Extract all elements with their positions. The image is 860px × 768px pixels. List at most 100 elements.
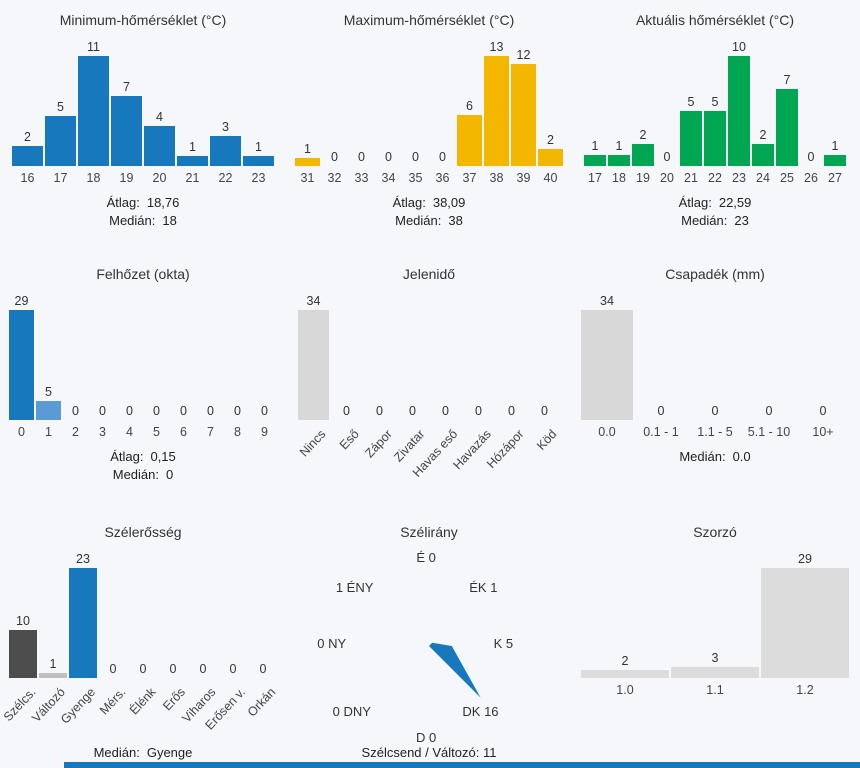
stat-label: Átlag: (678, 195, 712, 210)
x-tick-label: 3 (99, 425, 106, 439)
bar-slot: 0 (129, 661, 157, 679)
bar-slot: 0 (430, 404, 461, 421)
x-tick-label: Havas eső (410, 427, 461, 480)
bar-slot: 0 (159, 662, 187, 679)
bar-slot: 2 (632, 128, 654, 166)
bar (584, 155, 606, 166)
chart-title: Szélerősség (104, 524, 182, 540)
bar-slot: 6 (457, 99, 482, 166)
bar-slot: 0 (496, 404, 527, 421)
bar-value-label: 0 (439, 149, 446, 164)
bar-slot: 0 (463, 404, 494, 421)
stat-value: 0,15 (150, 449, 176, 464)
bar-value-label: 0 (139, 661, 147, 676)
bar (752, 144, 774, 166)
bar-slot: 0 (63, 404, 88, 421)
bar-slot: 2 (538, 133, 563, 166)
stat-value: Gyenge (146, 745, 193, 760)
bar-value-label: 34 (306, 293, 321, 308)
bar-value-label: 5 (45, 384, 52, 399)
bar-slot: 0 (249, 662, 277, 679)
bar (9, 630, 37, 678)
chart-title: Aktuális hőmérséklet (°C) (635, 12, 795, 28)
bar-value-label: 1 (49, 656, 57, 671)
x-tick-label: 40 (543, 171, 558, 185)
bar-value-label: 0 (109, 661, 117, 676)
bar-slot: 0 (743, 404, 795, 421)
bar-slot: 0 (189, 662, 217, 679)
chart-stats: Átlag: 0,15 Medián: 0 (110, 446, 176, 485)
bar-value-label: 0 (234, 403, 241, 418)
chart-wind-direction: Szélirány É 0 ÉK 1 K 5 DK 16 D 0 0 DNY 0 NY 1 É… (286, 512, 572, 768)
x-tick-label: 35 (408, 171, 423, 185)
x-tick-label: 19 (119, 171, 134, 185)
bar-value-label: 5 (711, 94, 719, 109)
x-tick-label: 17 (588, 171, 602, 185)
wind-direction-label: ÉK 1 (469, 580, 498, 595)
bar-slot: 0 (144, 404, 169, 421)
stat-value: 18,76 (146, 195, 180, 210)
x-tick-label: 23 (251, 171, 266, 185)
x-tick-label: 36 (435, 171, 450, 185)
bar-slot: 1 (584, 138, 606, 166)
x-tick-label: 0.1 - 1 (643, 425, 679, 439)
bar (761, 568, 849, 678)
x-tick-label: 0.0 (598, 425, 616, 439)
bar (45, 116, 76, 166)
bar-slot: 4 (144, 110, 175, 166)
bar-value-label: 1 (591, 138, 599, 153)
x-tick-label: 6 (180, 425, 187, 439)
bar-value-label: 0 (711, 403, 719, 418)
bar-value-label: 2 (621, 653, 629, 668)
bar-value-label: 2 (759, 127, 767, 142)
bar-value-label: 0 (331, 149, 338, 164)
bar-value-label: 2 (24, 129, 31, 144)
bar (728, 56, 750, 166)
plot-area: 29 5 0 0 0 0 0 0 0 0 (9, 288, 277, 420)
bar-slot: 1 (177, 140, 208, 166)
bar-slot: 5 (45, 100, 76, 166)
stat-label: Átlag: (106, 195, 140, 210)
x-tick-label: 19 (636, 171, 650, 185)
x-tick-label: Szélcs. (0, 685, 39, 725)
bar (9, 310, 34, 420)
bar-value-label: 11 (87, 39, 100, 54)
bar (776, 89, 798, 166)
stat-value: 0.0 (732, 449, 751, 464)
wind-rose-footer: Szélcsend / Változó: 11 (361, 745, 497, 760)
x-tick-label: 34 (381, 171, 396, 185)
wind-direction-label: É 0 (416, 550, 436, 565)
chart-title: Csapadék (mm) (665, 266, 765, 282)
chart-title: Maximum-hőmérséklet (°C) (343, 12, 515, 28)
bar-slot: 5 (704, 94, 726, 166)
bar-value-label: 0 (807, 149, 815, 164)
x-tick-label: 1.2 (796, 683, 814, 697)
x-tick-label: 25 (780, 171, 794, 185)
bar (144, 126, 175, 166)
bar-value-label: 3 (711, 650, 719, 665)
bar (295, 158, 320, 166)
bar-value-label: 7 (783, 72, 791, 87)
bar-value-label: 0 (180, 403, 187, 418)
bar-value-label: 1 (304, 141, 311, 156)
bar-slot: 2 (581, 653, 669, 678)
bar-slot: 0 (430, 149, 455, 167)
bar-value-label: 23 (76, 551, 90, 566)
x-tick-label: 17 (53, 171, 68, 185)
stat-value: 18 (162, 213, 177, 228)
plot-area: 34 0 0 0 0 0 0 0 (298, 288, 560, 420)
x-tick-label: 2 (72, 425, 79, 439)
bar-slot: 3 (210, 120, 241, 166)
x-tick-label: 37 (462, 171, 477, 185)
wind-direction-label: K 5 (493, 636, 514, 651)
wind-rose: É 0 ÉK 1 K 5 DK 16 D 0 0 DNY 0 NY 1 ÉNY (286, 546, 572, 754)
x-tick-label: Mérs. (96, 685, 129, 718)
x-tick-label: 7 (207, 425, 214, 439)
stat-line: Medián: 38 (393, 213, 466, 228)
bar-value-label: 10 (16, 613, 30, 628)
bar-slot: 34 (581, 294, 633, 420)
x-tick-label: 18 (612, 171, 626, 185)
bar-slot: 1 (824, 139, 846, 166)
x-axis-labels: 31 32 33 34 35 36 37 38 39 40 (295, 171, 563, 185)
bar-value-label: 29 (798, 551, 812, 566)
